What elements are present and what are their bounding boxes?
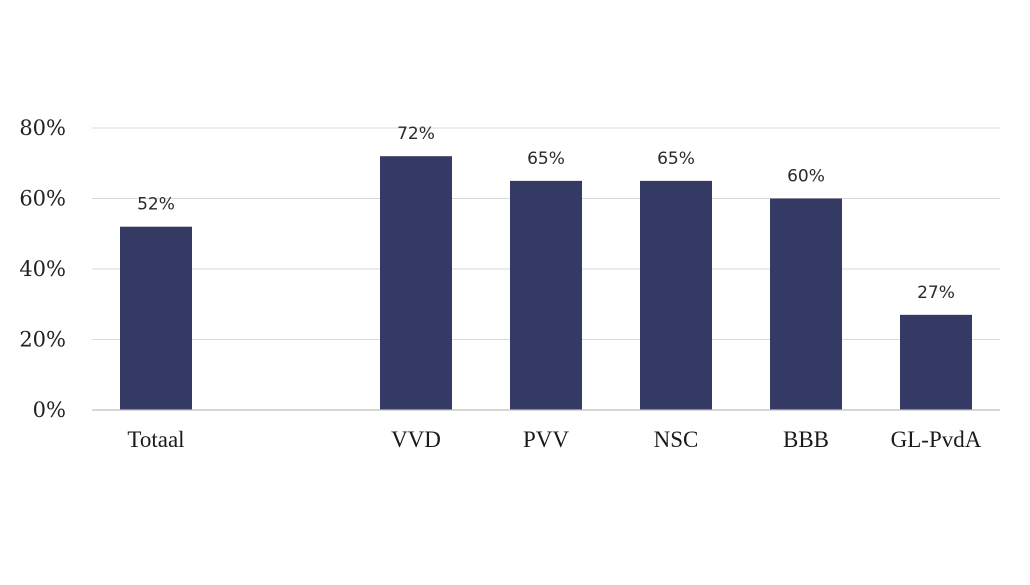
data-label: 60%	[787, 167, 825, 187]
x-tick-label: VVD	[391, 427, 441, 452]
x-tick-label: NSC	[654, 427, 699, 452]
y-tick-label: 0%	[33, 398, 66, 422]
data-label: 65%	[657, 149, 695, 169]
y-tick-label: 40%	[19, 257, 66, 281]
y-tick-label: 60%	[19, 187, 66, 211]
bar-gl-pvda	[900, 314, 972, 410]
bar-totaal	[120, 226, 192, 410]
bar-vvd	[380, 156, 452, 410]
bar-pvv	[510, 180, 582, 410]
bar-layer	[120, 156, 972, 410]
data-label: 72%	[397, 124, 435, 144]
bar-nsc	[640, 180, 712, 410]
data-label: 65%	[527, 149, 565, 169]
x-tick-label: GL-PvdA	[891, 427, 982, 452]
y-tick-label: 20%	[19, 328, 66, 352]
label-layer: 0% 20% 40% 60% 80% 52% Totaal 72% VVD 65% PVV 65% NS…	[19, 116, 981, 452]
bar-bbb	[770, 198, 842, 410]
y-tick-label: 80%	[19, 116, 66, 140]
data-label: 52%	[137, 195, 175, 215]
x-tick-label: Totaal	[127, 427, 184, 452]
x-tick-label: PVV	[523, 427, 569, 452]
x-tick-label: BBB	[783, 427, 829, 452]
data-label: 27%	[917, 283, 955, 303]
